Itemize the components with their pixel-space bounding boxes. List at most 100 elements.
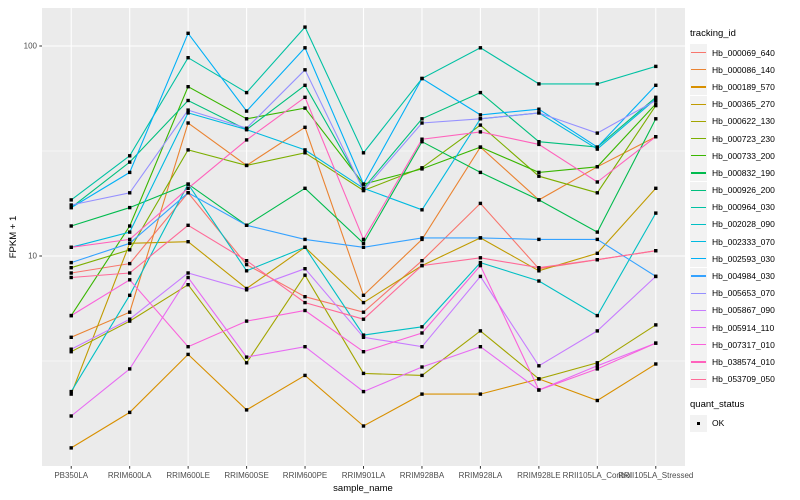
x-tick-label-RRIM600SE: RRIM600SE — [224, 471, 269, 480]
legend-line-icon — [691, 137, 706, 140]
legend-entry-Hb_000069_640: Hb_000069_640 — [690, 44, 800, 62]
data-point — [128, 293, 132, 297]
legend-key-swatch — [690, 112, 707, 130]
legend-entry-Hb_000964_030: Hb_000964_030 — [690, 198, 800, 216]
legend: tracking_id Hb_000069_640 Hb_000086_140 Hb… — [690, 28, 800, 432]
legend-entry-Hb_000832_190: Hb_000832_190 — [690, 164, 800, 182]
data-point — [244, 90, 249, 95]
data-point — [478, 260, 483, 265]
x-tick-label-RRIM600LA: RRIM600LA — [107, 471, 152, 480]
data-point — [537, 142, 541, 147]
data-point — [128, 191, 132, 195]
data-point — [361, 188, 366, 193]
legend-line-icon — [691, 52, 706, 54]
data-point — [361, 237, 366, 242]
legend-line-icon — [691, 241, 706, 243]
data-point — [186, 352, 190, 357]
data-point — [537, 364, 541, 368]
legend-line-icon — [691, 69, 706, 71]
data-point — [128, 317, 132, 321]
data-point — [420, 117, 424, 121]
legend-label: Hb_000926_200 — [712, 185, 775, 196]
data-point — [69, 389, 73, 394]
legend-line-icon — [691, 189, 706, 191]
data-point — [303, 300, 307, 305]
data-point — [478, 256, 483, 260]
data-point — [595, 361, 599, 365]
data-point — [478, 130, 483, 134]
data-point — [128, 410, 132, 415]
data-point — [244, 262, 249, 267]
data-point — [186, 111, 190, 115]
x-tick-label-RRIM928LE: RRIM928LE — [517, 471, 561, 480]
data-point — [654, 64, 658, 69]
data-point — [361, 241, 366, 245]
data-point — [595, 191, 599, 195]
data-point — [654, 362, 658, 366]
data-point — [478, 236, 483, 240]
black-square-point-icon — [696, 421, 701, 426]
data-point — [420, 263, 424, 268]
data-point — [128, 261, 132, 266]
data-point — [537, 107, 541, 111]
data-point — [537, 82, 541, 86]
legend-entry-Hb_007317_010: Hb_007317_010 — [690, 336, 800, 354]
data-point — [128, 310, 132, 314]
data-point — [303, 68, 307, 72]
data-point — [186, 148, 190, 152]
data-point — [478, 145, 483, 149]
data-point — [303, 245, 307, 249]
legend-entry-Hb_038574_010: Hb_038574_010 — [690, 353, 800, 371]
data-point — [654, 323, 658, 327]
legend-entry-Hb_002593_030: Hb_002593_030 — [690, 250, 800, 268]
legend-line-icon — [691, 120, 706, 122]
data-point — [595, 230, 599, 234]
data-point — [420, 167, 424, 171]
data-point — [595, 251, 599, 255]
data-point — [69, 313, 73, 318]
data-point — [478, 113, 483, 117]
data-point — [244, 223, 249, 227]
data-point — [420, 365, 424, 369]
data-point — [537, 388, 541, 392]
legend-label: Hb_005914_110 — [712, 322, 775, 333]
legend-label: Hb_000832_190 — [712, 167, 775, 178]
data-point — [478, 117, 483, 121]
data-point — [69, 205, 73, 210]
data-point — [361, 300, 366, 305]
data-point — [478, 90, 483, 95]
y-axis-title: FPKM + 1 — [8, 215, 19, 259]
data-point — [186, 56, 190, 60]
data-point — [361, 371, 366, 376]
data-point — [128, 230, 132, 234]
data-point — [361, 186, 366, 190]
data-point — [595, 367, 599, 371]
data-point — [654, 103, 658, 108]
data-point — [69, 224, 73, 228]
data-point — [128, 224, 132, 228]
legend-label: Hb_004984_030 — [712, 271, 775, 282]
data-point — [186, 182, 190, 186]
legend-title-quant-status: quant_status — [690, 398, 745, 410]
legend-entry-Hb_004984_030: Hb_004984_030 — [690, 267, 800, 285]
legend-title-tracking-id: tracking_id — [690, 28, 736, 39]
data-point — [654, 135, 658, 139]
legend-entry-Hb_000365_270: Hb_000365_270 — [690, 95, 800, 113]
legend-key-swatch — [690, 44, 707, 62]
data-point — [244, 259, 249, 263]
legend-key-swatch — [690, 353, 707, 371]
legend-entry-Hb_000733_200: Hb_000733_200 — [690, 147, 800, 165]
data-point — [420, 208, 424, 212]
legend-items: Hb_000069_640 Hb_000086_140 Hb_000189_570 H… — [690, 44, 800, 388]
data-point — [128, 241, 132, 245]
data-point — [303, 186, 307, 190]
legend-label: Hb_000086_140 — [712, 64, 775, 75]
data-point — [595, 258, 599, 262]
data-point — [595, 364, 599, 368]
data-point — [654, 186, 658, 190]
legend-label: Hb_038574_010 — [712, 356, 775, 367]
data-point — [186, 191, 190, 195]
legend-line-icon — [691, 327, 706, 329]
x-tick-label-RRIM600PE: RRIM600PE — [282, 471, 328, 480]
